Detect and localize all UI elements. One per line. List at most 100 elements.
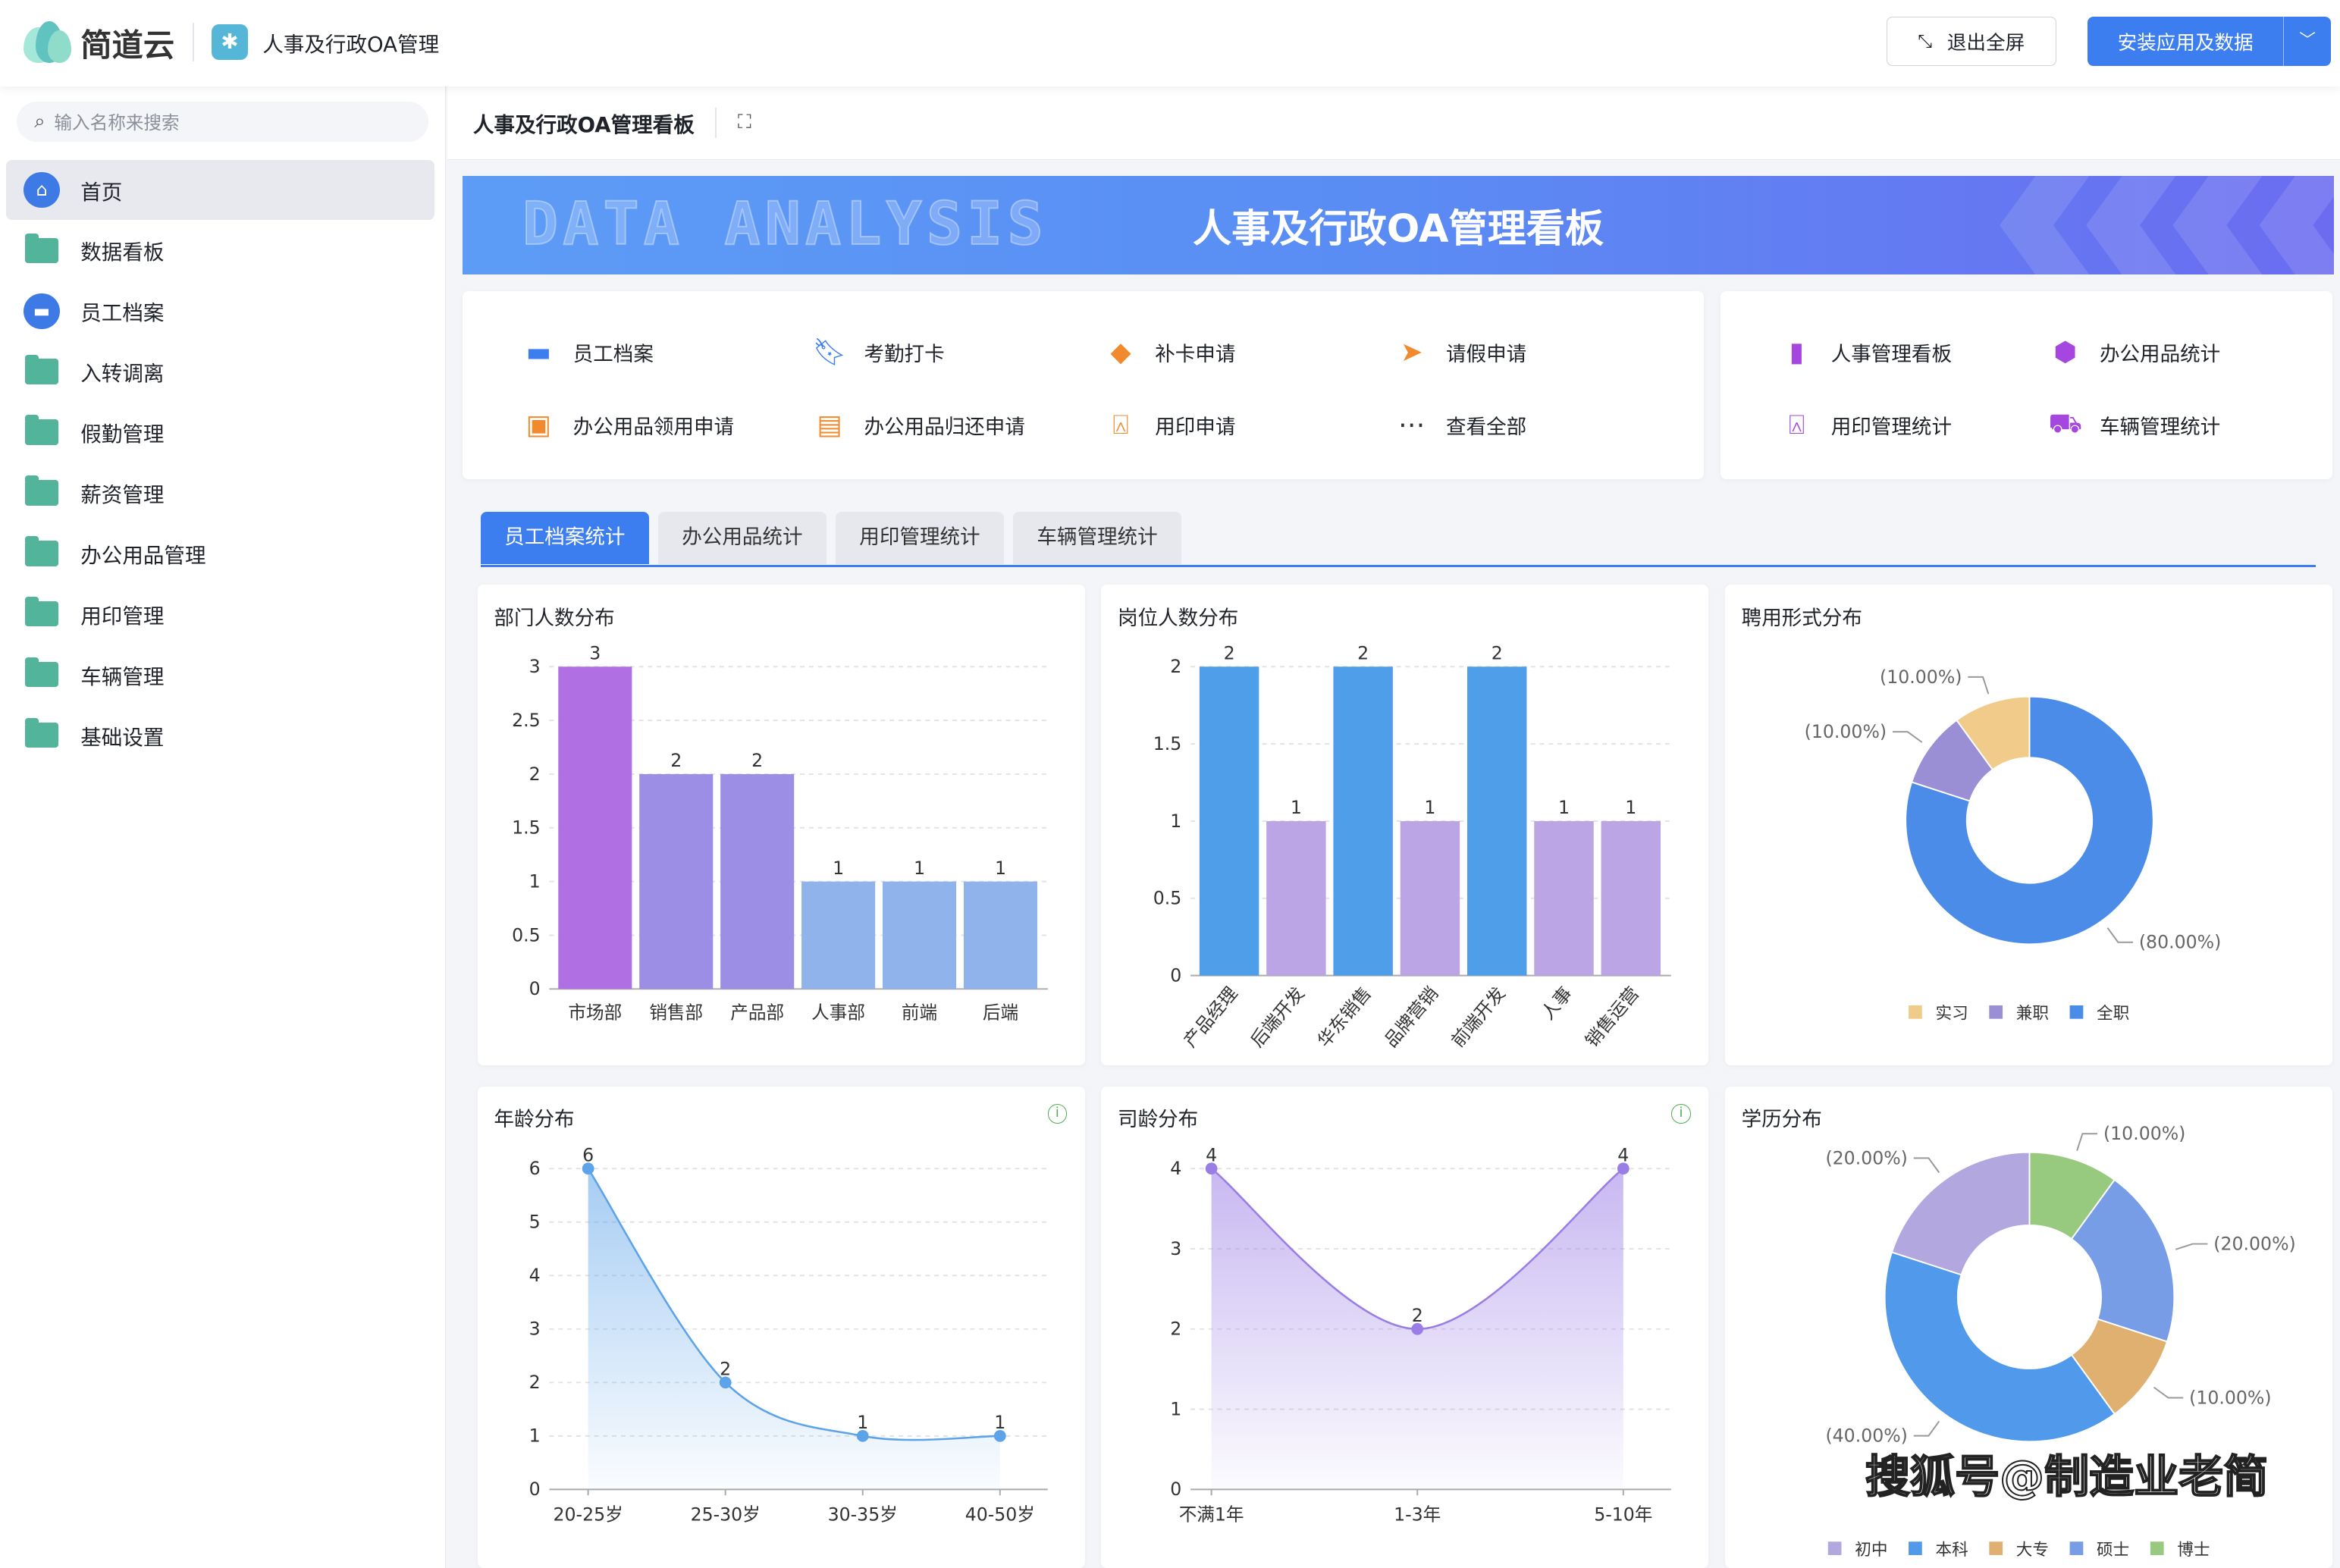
exit-fullscreen-button[interactable]: ⤡ 退出全屏: [1886, 16, 2056, 66]
shortcut-link[interactable]: 🔖︎ 考勤打卡: [812, 336, 945, 368]
x-tick-label: 品牌营销: [1381, 983, 1443, 1052]
bar: [1266, 821, 1326, 977]
shortcut-link[interactable]: ⍓ 用印管理统计: [1780, 409, 1952, 441]
data-label: 1: [857, 1412, 868, 1433]
bar: [558, 666, 632, 989]
shortcut-link[interactable]: ➤ 请假申请: [1395, 336, 1526, 368]
x-tick-label: 销售运营: [1581, 983, 1643, 1052]
data-point: [1411, 1322, 1424, 1335]
chart-card-edu: 学历分布 (10.00%) (20.00%) (10.00%) (40.00%) (20.…: [1725, 1086, 2332, 1568]
sidebar: ⌕ 输入名称来搜索 ⌂ 首页数据看板 ▬ 员工档案入转调离假勤管理薪资管理 办公用品管理…: [0, 86, 447, 1568]
bookmark-icon: 🔖︎: [812, 337, 847, 368]
sidebar-item[interactable]: 入转调离: [6, 341, 434, 402]
search-input[interactable]: ⌕ 输入名称来搜索: [16, 101, 428, 142]
x-tick-label: 20-25岁: [553, 1504, 623, 1525]
x-tick-label: 后端: [983, 1002, 1018, 1024]
shortcut-link[interactable]: ⋯ 查看全部: [1395, 409, 1526, 441]
y-tick-label: 1.5: [1153, 733, 1182, 754]
sidebar-item[interactable]: 办公用品管理: [6, 523, 434, 584]
shortcut-label: 车辆管理统计: [2099, 416, 2221, 440]
divider: [192, 23, 194, 62]
banner-title: 人事及行政OA管理看板: [1192, 206, 1604, 252]
legend-swatch: [1909, 1005, 1922, 1020]
bar: [963, 882, 1037, 989]
chart-title: 年龄分布: [494, 1108, 575, 1132]
sidebar-item[interactable]: 数据看板: [6, 220, 434, 281]
chart-card-post: 岗位人数分布 0 0.5 1 1.5 2 2 产品经理 1 后端开发 2 华东销售 1 品牌营销 2 前端开发…: [1101, 585, 1709, 1066]
slice-label: (20.00%): [1825, 1147, 1907, 1168]
pie-slice: [2070, 1178, 2175, 1343]
sidebar-item-label: 假勤管理: [80, 422, 165, 447]
sidebar-item-label: 首页: [80, 180, 123, 205]
sidebar-item[interactable]: ⌂ 首页: [5, 159, 434, 221]
chart-title: 岗位人数分布: [1118, 607, 1239, 631]
y-tick-label: 1: [1171, 1398, 1182, 1419]
sidebar-item[interactable]: ▬ 员工档案: [6, 281, 434, 341]
info-icon[interactable]: i: [1047, 1104, 1068, 1124]
bar: [882, 882, 956, 989]
fullscreen-icon[interactable]: ⛶: [737, 111, 751, 134]
x-tick-label: 产品部: [730, 1002, 784, 1024]
sidebar-item[interactable]: 薪资管理: [6, 463, 434, 523]
chevron-down-icon[interactable]: ﹀: [2283, 16, 2331, 66]
legend-label: 本科: [1935, 1541, 1968, 1560]
shortcut-link[interactable]: ▬ 员工档案: [522, 336, 654, 368]
y-tick-label: 0.5: [512, 925, 541, 946]
sidebar-item[interactable]: 假勤管理: [6, 402, 434, 463]
tray-icon: ▤: [817, 409, 842, 441]
y-tick-label: 6: [529, 1158, 540, 1179]
tab[interactable]: 办公用品统计: [657, 512, 827, 564]
bar: [1401, 821, 1460, 977]
label-leader: [2076, 1132, 2098, 1151]
shortcut-link[interactable]: ▣ 办公用品领用申请: [522, 409, 734, 441]
shortcut-link[interactable]: ⛟ 车辆管理统计: [2048, 408, 2221, 441]
home-icon: ⌂: [24, 171, 60, 209]
sidebar-item[interactable]: 车辆管理: [6, 644, 434, 705]
shortcut-link[interactable]: ▤ 办公用品归还申请: [814, 409, 1025, 441]
x-tick-label: 人事: [1537, 983, 1576, 1024]
install-label: 安装应用及数据: [2117, 31, 2254, 55]
brand-name: 简道云: [80, 27, 175, 64]
shortcut-link[interactable]: ◆ 补卡申请: [1104, 336, 1235, 368]
x-tick-label: 1-3年: [1394, 1504, 1441, 1525]
label-leader: [1913, 1420, 1940, 1437]
info-icon[interactable]: i: [1671, 1104, 1691, 1124]
shortcut-label: 用印申请: [1155, 416, 1236, 440]
page-title: 人事及行政OA管理看板: [472, 112, 695, 137]
y-tick-label: 0: [1171, 1479, 1182, 1500]
logo-leaf-icon: [24, 21, 74, 64]
folder-icon: [24, 233, 59, 268]
y-tick-label: 1: [1171, 811, 1182, 832]
tab[interactable]: 车辆管理统计: [1012, 512, 1182, 564]
stats-tabs: 员工档案统计 办公用品统计 用印管理统计 车辆管理统计: [480, 512, 2316, 567]
chart-svg: (80.00%) (10.00%) (10.00%) 实习 兼职 全职: [1805, 666, 2222, 1024]
shortcut-link[interactable]: ⬢ 办公用品统计: [2049, 336, 2220, 368]
install-app-button[interactable]: 安装应用及数据 ﹀: [2087, 16, 2331, 66]
x-tick-label: 5-10年: [1595, 1504, 1653, 1525]
legend-label: 硕士: [2097, 1541, 2129, 1560]
shortcut-link[interactable]: ▮ 人事管理看板: [1780, 336, 1952, 368]
brand-logo[interactable]: 简道云 ✱ 人事及行政OA管理: [24, 20, 439, 65]
sidebar-item[interactable]: 基础设置: [6, 705, 434, 766]
bar: [638, 774, 714, 989]
chevron-decoration: [2172, 176, 2263, 275]
sidebar-item[interactable]: 用印管理: [6, 584, 434, 644]
shortcut-label: 考勤打卡: [864, 342, 945, 366]
tab[interactable]: 用印管理统计: [835, 512, 1005, 564]
label-leader: [2175, 1243, 2208, 1250]
legend-swatch: [2069, 1541, 2084, 1555]
label-leader: [1968, 676, 1990, 695]
shortcut-link[interactable]: ⍓ 用印申请: [1104, 409, 1235, 441]
chart-svg: (10.00%) (20.00%) (10.00%) (40.00%) (20.00%)…: [1825, 1123, 2295, 1560]
shortcut-label: 查看全部: [1445, 416, 1527, 440]
data-point: [1206, 1162, 1218, 1174]
tab[interactable]: 员工档案统计: [480, 512, 649, 564]
sidebar-item-label: 基础设置: [80, 725, 165, 750]
shortcut-label: 办公用品领用申请: [572, 416, 735, 440]
chart-card-tenure: 司龄分布 i 0 1 2 3 4 4 不满1年 2 1-3年 4 5-10年: [1101, 1086, 1709, 1568]
shortcut-label: 请假申请: [1445, 342, 1527, 366]
sidebar-item-label: 入转调离: [80, 362, 165, 387]
folder-icon: [24, 354, 59, 390]
data-label: 1: [1558, 798, 1570, 819]
shortcut-label: 办公用品归还申请: [864, 416, 1025, 440]
